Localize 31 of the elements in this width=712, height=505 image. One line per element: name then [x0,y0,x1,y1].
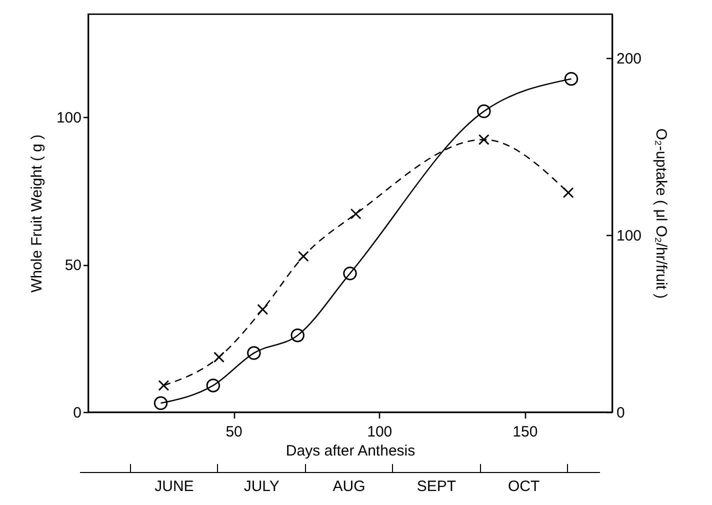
point [247,346,261,360]
point [564,72,578,86]
text: SEPT [416,478,458,495]
point [477,104,491,118]
point [206,378,220,392]
x-tick-label: 50 [226,424,242,440]
text: JULY [242,478,280,495]
y2-axis-title: O₂-uptake ( μl O₂/hr/fruit ) [652,128,670,299]
point [562,187,574,198]
text: AUG [332,478,366,495]
y-tick-label: 50 [64,257,82,274]
y-tick-label: 0 [73,404,82,422]
y2-tick-label: 200 [616,50,642,68]
point [298,250,309,262]
point [290,328,304,342]
point [343,266,357,280]
x-tick-label: 100 [367,424,392,440]
y-axis-title: Whole Fruit Weight ( g ) [28,134,46,293]
y2-tick-label: 100 [616,228,642,245]
y-tick-label: 100 [56,110,82,127]
x-axis-title: Days after Anthesis [286,442,416,460]
point [350,208,362,220]
x-tick-label: 150 [512,424,538,440]
point [257,304,268,315]
text: JUNE [154,478,195,495]
y2-tick-label: 0 [616,404,625,422]
point [214,352,224,363]
point [154,396,168,410]
point [478,134,490,146]
point [158,380,170,391]
text: OCT [506,478,541,495]
